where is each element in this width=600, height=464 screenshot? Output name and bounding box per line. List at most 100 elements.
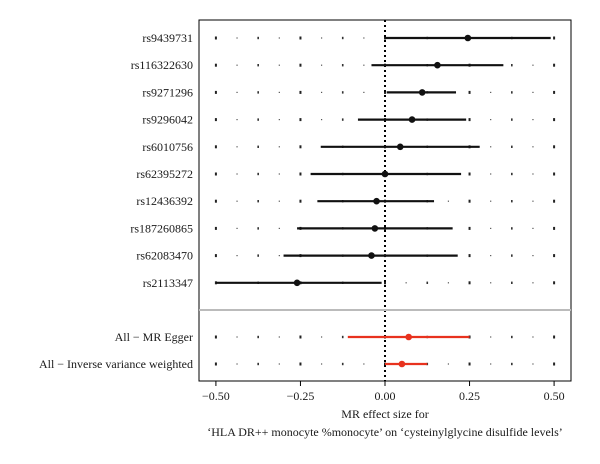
grid-mid-dot <box>511 200 513 203</box>
grid-minor-dot <box>278 37 280 39</box>
grid-minor-dot <box>490 173 492 175</box>
grid-major-dot <box>553 199 556 203</box>
grid-major-dot <box>214 362 217 366</box>
grid-major-dot <box>299 90 302 94</box>
grid-mid-dot <box>341 118 344 121</box>
grid-mid-dot <box>511 145 513 148</box>
grid-mid-dot <box>341 36 344 40</box>
grid-major-dot <box>214 172 217 176</box>
snp-estimate-point-5 <box>381 170 389 178</box>
grid-minor-dot <box>447 200 450 202</box>
x-axis-title-line1: MR effect size for <box>341 407 428 421</box>
grid-minor-dot <box>320 64 323 66</box>
grid-minor-dot <box>278 336 280 338</box>
snp-label-3: rs9296042 <box>142 113 193 127</box>
grid-minor-dot <box>490 146 492 148</box>
snp-estimate-point-1 <box>434 61 441 69</box>
grid-minor-dot <box>278 227 280 229</box>
grid-major-dot <box>299 199 302 203</box>
grid-minor-dot <box>320 91 323 93</box>
summary-label-1: All − Inverse variance weighted <box>39 357 193 371</box>
snp-estimate-point-7 <box>371 225 379 232</box>
grid-minor-dot <box>532 227 534 229</box>
grid-major-dot <box>214 118 217 122</box>
grid-major-dot <box>214 90 217 94</box>
grid-minor-dot <box>447 363 450 365</box>
x-tick-label-4: 0.50 <box>544 389 565 403</box>
grid-minor-dot <box>278 200 280 202</box>
grid-major-dot <box>299 63 302 67</box>
grid-major-dot <box>214 226 217 230</box>
snp-label-4: rs6010756 <box>142 140 193 154</box>
grid-major-dot <box>553 335 556 339</box>
grid-minor-dot <box>363 91 365 93</box>
grid-mid-dot <box>511 227 513 230</box>
grid-mid-dot <box>511 118 513 121</box>
grid-major-dot <box>468 90 471 94</box>
grid-minor-dot <box>320 37 323 39</box>
summary-label-0: All − MR Egger <box>115 330 193 344</box>
grid-minor-dot <box>447 282 450 284</box>
grid-major-dot <box>299 36 302 40</box>
grid-minor-dot <box>320 119 323 121</box>
x-tick-label-1: −0.25 <box>287 389 315 403</box>
grid-major-dot <box>299 335 302 339</box>
grid-minor-dot <box>363 64 365 66</box>
grid-minor-dot <box>236 119 238 121</box>
grid-major-dot <box>299 118 302 122</box>
x-tick-label-3: 0.25 <box>459 389 480 403</box>
grid-major-dot <box>214 63 217 67</box>
grid-major-dot <box>468 362 471 366</box>
grid-minor-dot <box>236 173 238 175</box>
grid-minor-dot <box>532 282 534 284</box>
snp-label-9: rs2113347 <box>143 276 193 290</box>
grid-major-dot <box>553 118 556 122</box>
snp-label-0: rs9439731 <box>142 31 193 45</box>
summary-estimate-point-1 <box>398 360 406 368</box>
grid-minor-dot <box>236 363 238 365</box>
grid-major-dot <box>384 90 386 94</box>
grid-minor-dot <box>236 146 238 148</box>
grid-minor-dot <box>236 37 238 39</box>
grid-minor-dot <box>490 227 492 229</box>
grid-minor-dot <box>236 336 238 338</box>
grid-major-dot <box>214 199 217 203</box>
snp-estimate-point-4 <box>396 143 404 151</box>
grid-mid-dot <box>341 335 344 339</box>
grid-mid-dot <box>511 64 513 67</box>
grid-major-dot <box>553 281 556 285</box>
snp-estimate-point-9 <box>293 279 301 287</box>
snp-label-5: rs62395272 <box>136 167 193 181</box>
grid-major-dot <box>553 63 556 67</box>
grid-major-dot <box>553 226 556 230</box>
grid-minor-dot <box>278 146 280 148</box>
grid-major-dot <box>214 335 217 339</box>
x-axis-title-line2: ‘HLA DR++ monocyte %monocyte’ on ‘cystei… <box>207 425 563 439</box>
grid-minor-dot <box>236 64 238 66</box>
grid-mid-dot <box>511 335 513 339</box>
grid-mid-dot <box>257 362 259 366</box>
grid-minor-dot <box>490 282 492 284</box>
grid-major-dot <box>384 281 386 285</box>
grid-minor-dot <box>532 255 534 257</box>
rows: rs9439731 rs116322630 rs9271296 rs9296042 rs… <box>39 31 551 371</box>
snp-label-7: rs187260865 <box>130 221 193 235</box>
grid-minor-dot <box>278 119 280 121</box>
grid-major-dot <box>553 145 556 149</box>
grid-minor-dot <box>532 146 534 148</box>
grid-minor-dot <box>320 336 323 338</box>
grid-mid-dot <box>511 362 513 366</box>
grid-minor-dot <box>405 282 407 284</box>
grid-mid-dot <box>257 145 259 148</box>
grid-major-dot <box>468 281 471 285</box>
snp-estimate-point-0 <box>464 34 472 42</box>
grid-minor-dot <box>490 336 492 338</box>
grid-minor-dot <box>278 363 280 365</box>
grid-mid-dot <box>341 64 344 67</box>
grid-minor-dot <box>532 200 534 202</box>
snp-label-2: rs9271296 <box>142 85 193 99</box>
grid-minor-dot <box>490 119 492 121</box>
grid-minor-dot <box>490 363 492 365</box>
grid-mid-dot <box>511 172 513 176</box>
